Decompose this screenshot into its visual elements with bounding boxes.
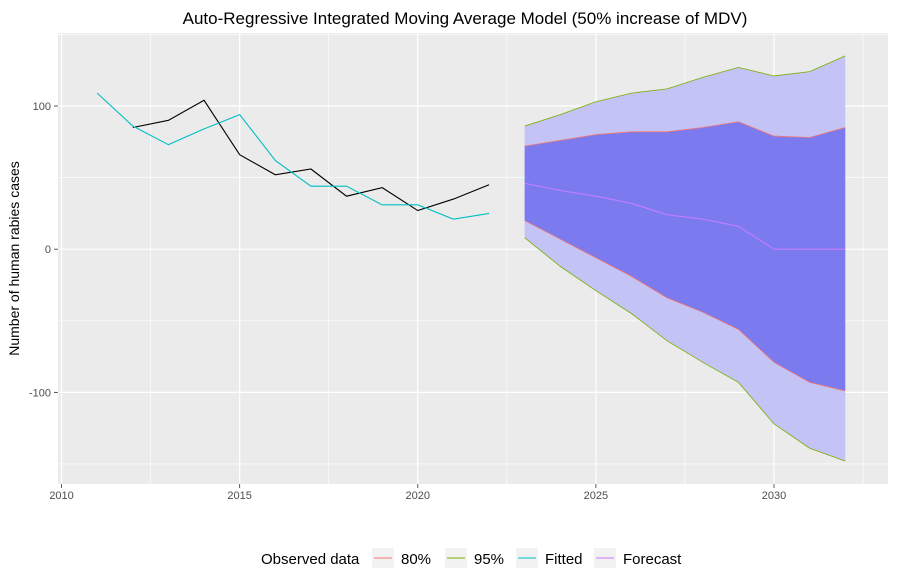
legend-title: Observed data bbox=[261, 551, 360, 568]
band-80-lower-edge bbox=[524, 220, 846, 392]
band-95-upper-edge bbox=[524, 55, 846, 127]
y-tick-label: 0 bbox=[45, 244, 51, 256]
band-95-lower-edge bbox=[524, 237, 846, 462]
legend-items: 80% 95% Fitted Forecast bbox=[372, 548, 682, 568]
legend-item: 95% bbox=[445, 548, 504, 568]
x-tick-label: 2020 bbox=[406, 490, 430, 502]
series-lines-layer bbox=[96, 92, 846, 250]
band-80-area bbox=[524, 121, 846, 391]
y-tick-label: 100 bbox=[33, 101, 51, 113]
legend-item: Forecast bbox=[594, 548, 682, 568]
band-80-upper-edge bbox=[524, 121, 846, 147]
chart-title: Auto-Regressive Integrated Moving Averag… bbox=[183, 9, 748, 28]
legend-label: 80% bbox=[401, 551, 431, 568]
y-axis-title: Number of human rabies cases bbox=[6, 161, 22, 356]
x-tick-label: 2030 bbox=[762, 490, 786, 502]
observed-line bbox=[132, 99, 490, 212]
y-tick-label: -100 bbox=[29, 387, 51, 399]
legend-label: Forecast bbox=[623, 551, 682, 568]
x-tick-label: 2010 bbox=[49, 490, 73, 502]
axis-ticks: 2010 2015 2020 2025 2030 -100 0 100 bbox=[29, 101, 786, 502]
x-tick-label: 2015 bbox=[227, 490, 251, 502]
grid-lines bbox=[58, 33, 888, 484]
band-80-layer bbox=[524, 121, 846, 392]
x-tick-label: 2025 bbox=[584, 490, 608, 502]
legend-item: 80% bbox=[372, 548, 431, 568]
legend-label: Fitted bbox=[545, 551, 583, 568]
legend-label: 95% bbox=[474, 551, 504, 568]
forecast-line bbox=[524, 182, 846, 250]
fitted-line bbox=[96, 92, 490, 220]
legend-item: Fitted bbox=[516, 548, 583, 568]
legend: Observed data 80% 95% Fitted Forecast bbox=[261, 548, 682, 568]
